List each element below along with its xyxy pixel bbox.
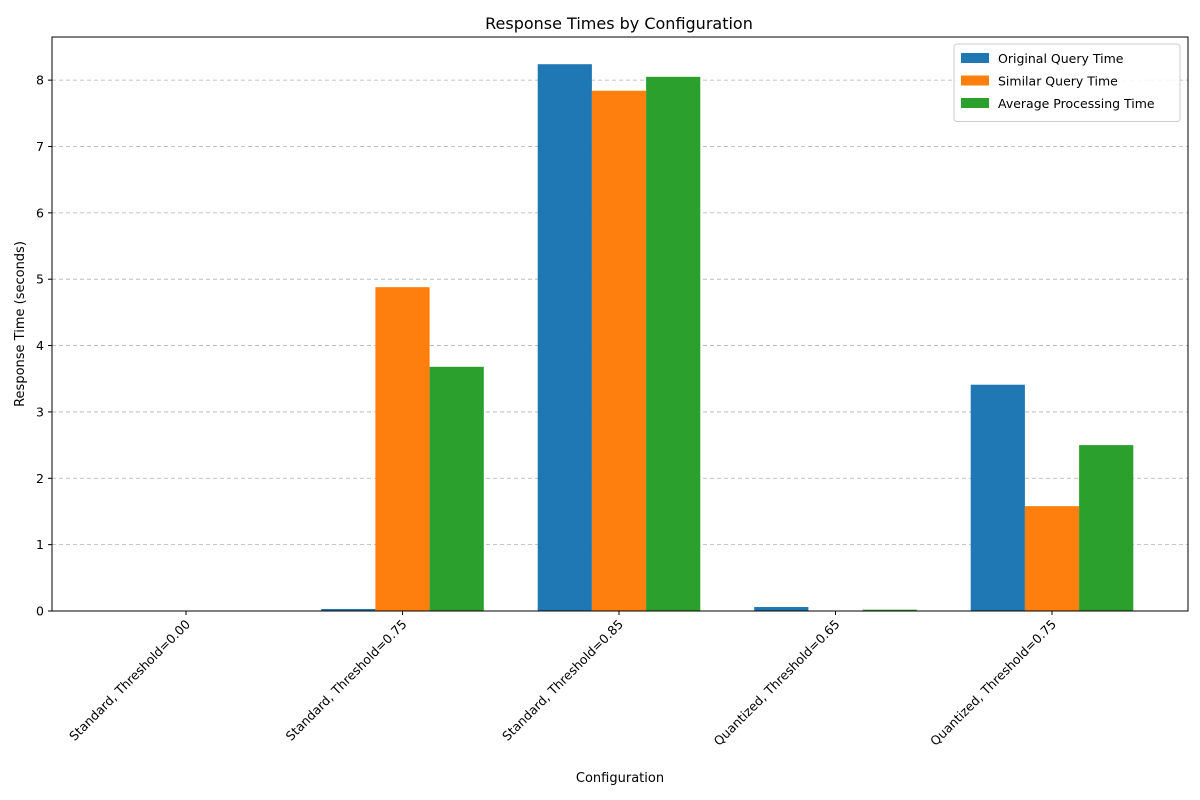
bar-3-series-1 [537,64,592,612]
bar-3-series-3 [646,76,701,612]
legend-box [953,43,1181,122]
y-tick-label-5: 5 [36,272,44,287]
y-tick-label-1: 1 [36,537,44,552]
bar-2-series-3 [429,366,484,611]
bar-5-series-2 [1024,506,1080,611]
bar-2-series-1 [321,609,376,611]
y-tick-label-0: 0 [36,604,44,619]
y-axis-label: Response Time (seconds) [13,241,28,407]
legend-label-1: Original Query Time [998,51,1124,66]
y-tick-label-4: 4 [36,338,44,353]
axes-frame [51,36,1189,612]
bar-3-series-2 [591,90,647,611]
y-tick-label-3: 3 [36,404,44,419]
legend-label-3: Average Processing Time [998,96,1155,111]
bar-5-series-1 [970,384,1025,611]
y-axis: 0 1 2 3 4 5 6 7 8 [36,73,52,619]
y-tick-label-7: 7 [36,139,44,154]
legend-swatch-3 [961,98,989,108]
bar-4-series-3 [862,609,917,611]
y-tick-label-8: 8 [36,73,44,88]
legend-swatch-1 [961,53,989,63]
x-axis-label: Configuration [576,771,664,786]
y-tick-label-6: 6 [36,205,44,220]
bars [321,64,1134,612]
chart-title: Response Times by Configuration [485,14,753,33]
bar-2-series-2 [375,287,430,611]
y-tick-label-2: 2 [36,471,44,486]
legend-label-2: Similar Query Time [998,74,1118,89]
bar-4-series-1 [754,607,809,611]
legend: Original Query Time Similar Query Time Ave… [953,43,1181,122]
bar-5-series-3 [1079,445,1134,611]
legend-swatch-2 [961,75,989,86]
